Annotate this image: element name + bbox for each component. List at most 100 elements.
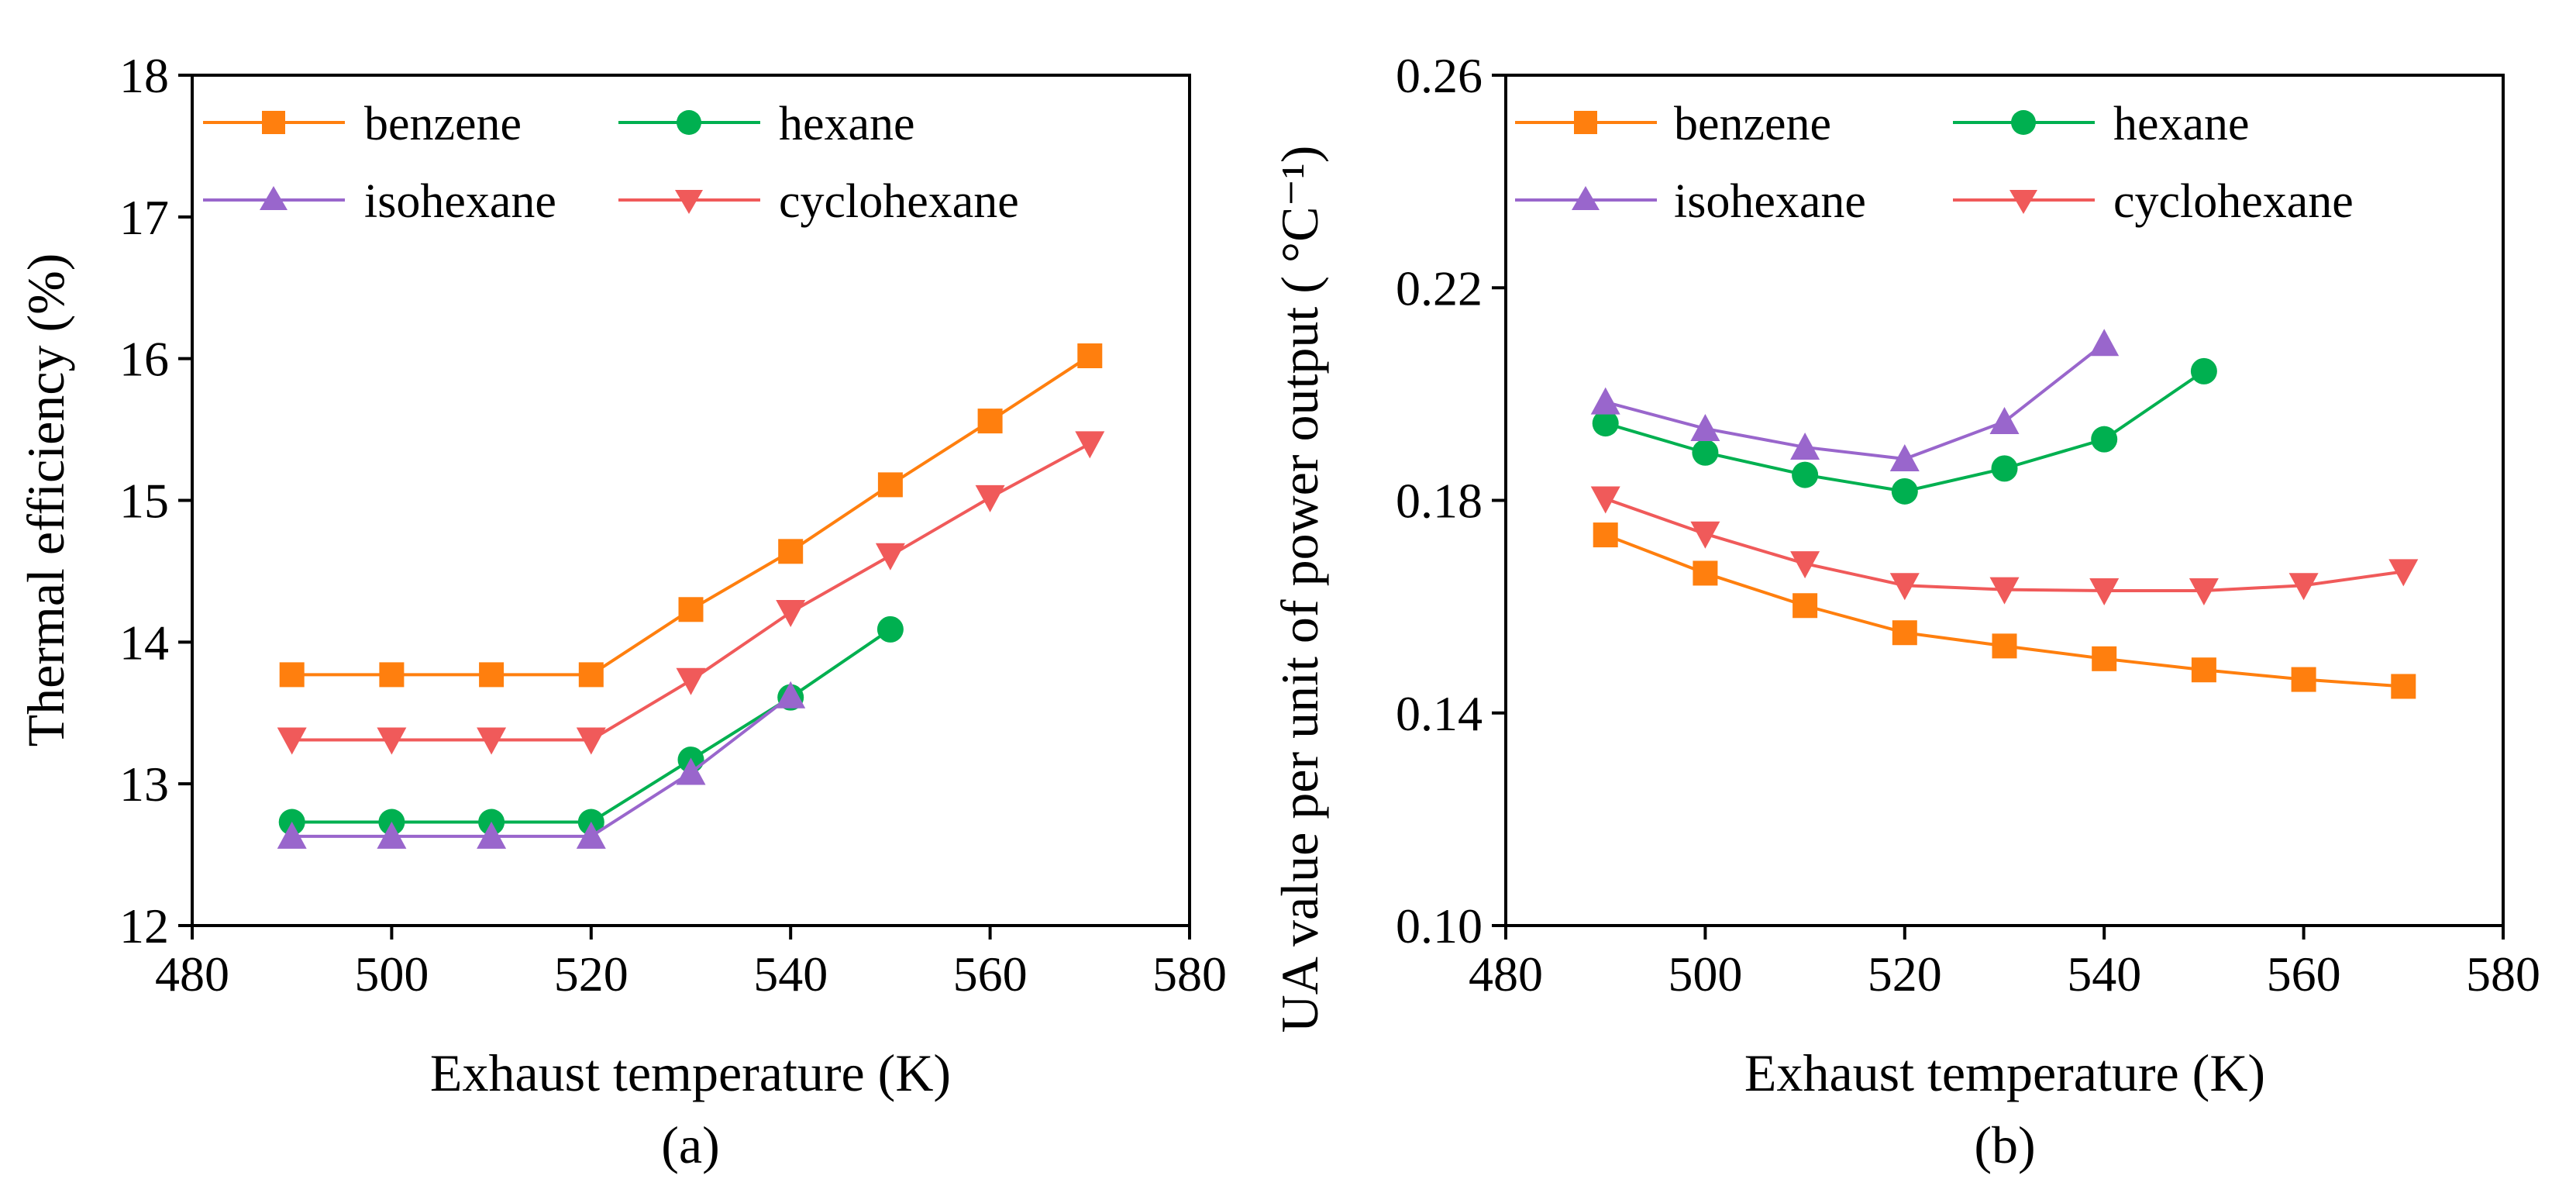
- panel-b-y-axis-label: UA value per unit of power output ( °C⁻¹…: [1270, 146, 1329, 1033]
- x-tick-label: 560: [953, 946, 1028, 1002]
- data-point-isohexane: [1590, 387, 1620, 415]
- panel-b-legend-marker-isohexane: [1572, 186, 1600, 210]
- panel-a-x-axis-label: Exhaust temperature (K): [430, 1043, 951, 1102]
- panel-a-y-axis-label: Thermal efficiency (%): [16, 253, 75, 747]
- data-point-benzene: [1693, 560, 1718, 586]
- panel-b-legend-item-hexane: hexane: [1953, 98, 2250, 150]
- data-point-cyclohexane: [2089, 578, 2120, 606]
- data-point-isohexane: [1690, 413, 1720, 441]
- data-point-benzene: [578, 662, 604, 688]
- panel-a-legend: benzene hexane isohexane cyclohexane: [203, 98, 1019, 228]
- panel-a-legend-item-hexane: hexane: [618, 98, 915, 150]
- panel-b-legend-item-isohexane: isohexane: [1515, 175, 1866, 228]
- y-tick-label: 16: [119, 332, 169, 387]
- data-point-benzene: [379, 662, 405, 688]
- series-line-isohexane: [1605, 342, 2106, 461]
- data-point-hexane: [1592, 410, 1619, 437]
- series-line-benzene: [1604, 533, 2404, 688]
- data-point-cyclohexane: [776, 599, 806, 627]
- panel-b-x-ticks: 480 500 520 540 560 580: [1469, 926, 2540, 1002]
- panel-b-legend-label-cyclohexane: cyclohexane: [2113, 175, 2354, 228]
- panel-a-legend-marker-cyclohexane: [675, 190, 703, 214]
- panel-a-legend-marker-hexane: [677, 110, 701, 135]
- panel-a-x-ticks: 480 500 520 540 560 580: [155, 926, 1227, 1002]
- data-point-isohexane: [676, 757, 706, 785]
- panel-a-legend-item-benzene: benzene: [203, 98, 522, 150]
- data-point-hexane: [1991, 455, 2018, 482]
- series-cyclohexane: [277, 431, 1105, 755]
- data-point-cyclohexane: [477, 727, 507, 755]
- data-point-benzene: [877, 472, 903, 498]
- y-tick-label: 12: [119, 898, 169, 953]
- y-tick-label: 15: [119, 474, 169, 529]
- y-tick-label: 14: [119, 615, 169, 670]
- data-point-benzene: [2291, 667, 2316, 692]
- data-point-cyclohexane: [1590, 486, 1620, 514]
- data-point-cyclohexane: [1889, 573, 1920, 601]
- panel-b-chart: 480 500 520 540 560 580 0.100.140.180.220.26 …: [1270, 48, 2540, 1174]
- data-point-cyclohexane: [975, 484, 1005, 512]
- data-point-benzene: [1793, 593, 1818, 619]
- data-point-cyclohexane: [1075, 431, 1105, 459]
- data-point-isohexane: [2089, 329, 2120, 357]
- data-point-cyclohexane: [1989, 577, 2020, 605]
- data-point-benzene: [977, 409, 1003, 434]
- data-point-benzene: [2191, 657, 2216, 683]
- series-line-hexane: [291, 628, 892, 824]
- x-tick-label: 580: [1152, 946, 1227, 1002]
- series-line-isohexane: [291, 695, 792, 838]
- panel-b-series: [1590, 329, 2419, 699]
- data-point-cyclohexane: [676, 667, 706, 695]
- panel-b-y-ticks: 0.10 0.14 0.18 0.22 0.26: [1396, 48, 1506, 953]
- x-tick-label: 520: [554, 946, 629, 1002]
- x-tick-label: 540: [753, 946, 828, 1002]
- panel-a-legend-label-benzene: benzene: [364, 98, 522, 150]
- series-cyclohexane: [1590, 486, 2419, 606]
- data-point-benzene: [279, 662, 305, 688]
- data-point-isohexane: [1889, 444, 1920, 472]
- panel-a-legend-label-hexane: hexane: [779, 98, 915, 150]
- panel-b-x-axis-label: Exhaust temperature (K): [1744, 1043, 2265, 1102]
- series-line-cyclohexane: [291, 442, 1091, 742]
- data-point-isohexane: [377, 821, 407, 849]
- data-point-cyclohexane: [2388, 559, 2419, 587]
- panel-b-plot-frame: [1504, 74, 2505, 927]
- y-tick-label: 18: [119, 48, 169, 103]
- data-point-isohexane: [1790, 432, 1820, 460]
- panel-a-series: [277, 343, 1105, 849]
- panel-a-legend-label-isohexane: isohexane: [364, 175, 556, 228]
- data-point-benzene: [1892, 620, 1917, 646]
- data-point-isohexane: [277, 821, 307, 849]
- panel-b-label: (b): [1974, 1115, 2035, 1174]
- x-tick-label: 580: [2466, 946, 2540, 1002]
- data-point-isohexane: [776, 681, 806, 709]
- data-point-hexane: [1792, 461, 1819, 488]
- y-tick-label: 0.14: [1396, 686, 1483, 741]
- data-point-benzene: [1593, 522, 1618, 548]
- x-tick-label: 560: [2267, 946, 2341, 1002]
- panel-a-label: (a): [661, 1115, 719, 1174]
- panel-b-legend-item-cyclohexane: cyclohexane: [1953, 175, 2354, 228]
- panel-b-legend-item-benzene: benzene: [1515, 98, 1831, 150]
- panel-a-legend-marker-benzene: [262, 111, 285, 134]
- y-tick-label: 0.26: [1396, 48, 1483, 103]
- data-point-hexane: [1692, 439, 1719, 466]
- series-line-cyclohexane: [1605, 497, 2404, 593]
- data-point-cyclohexane: [875, 543, 905, 571]
- panel-b-legend-label-benzene: benzene: [1674, 98, 1831, 150]
- data-point-benzene: [479, 662, 505, 688]
- data-point-benzene: [2391, 674, 2416, 699]
- panel-b-legend-marker-hexane: [2011, 110, 2036, 135]
- data-point-cyclohexane: [1690, 521, 1720, 549]
- data-point-benzene: [1992, 633, 2017, 659]
- y-tick-label: 0.22: [1396, 260, 1483, 315]
- x-tick-label: 540: [2067, 946, 2141, 1002]
- series-hexane: [1592, 357, 2217, 505]
- panel-b-legend: benzene hexane isohexane cyclohexane: [1515, 98, 2354, 228]
- panel-b-legend-marker-benzene: [1574, 111, 1597, 134]
- data-point-hexane: [876, 615, 904, 643]
- x-tick-label: 500: [1668, 946, 1742, 1002]
- data-point-hexane: [2190, 357, 2217, 384]
- panel-b-legend-label-hexane: hexane: [2113, 98, 2250, 150]
